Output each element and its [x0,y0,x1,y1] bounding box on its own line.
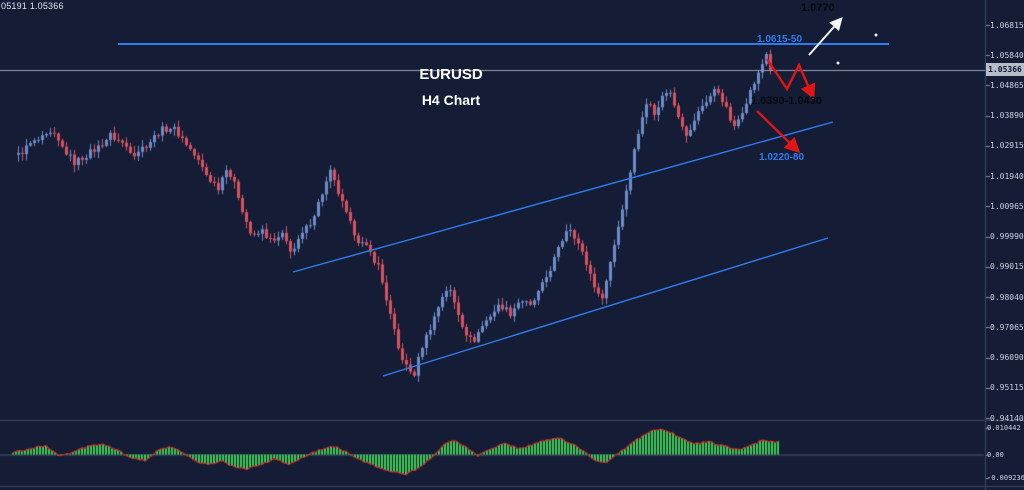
indicator-axis-label: -0.009236 [987,474,1024,482]
target-label[interactable]: 1.0770 [801,2,835,14]
chart-title: EURUSD [419,66,483,83]
price-axis-label: 1.06815 [990,20,1024,30]
zone-label[interactable]: 1.0390-1.0430 [751,95,822,107]
price-axis-label: 1.05840 [990,50,1024,60]
price-axis-label: 1.01940 [990,171,1024,181]
price-axis-label: 1.03890 [990,111,1024,121]
price-axis-label: 0.96090 [990,353,1024,363]
price-axis-label: 0.97065 [990,322,1024,332]
current-price-box: 1.05366 [986,63,1024,77]
symbol-info: 05191 1.05366 [1,1,64,11]
resistance-label[interactable]: 1.0615-50 [757,34,803,45]
chart-title-block: EURUSD H4 Chart [396,66,506,108]
price-marker-dot [874,33,878,37]
price-axis-label: 0.99990 [990,232,1024,242]
pullback-arrow-lower[interactable] [756,110,801,154]
pullback-arrow-upper[interactable] [766,58,816,100]
price-axis-label: 0.95115 [990,383,1024,393]
indicator-axis-label: 0.010442 [987,424,1021,432]
price-axis-label: 1.00965 [990,201,1024,211]
price-axis-label: 0.99015 [990,262,1024,272]
price-axis-label: 0.94140 [990,413,1024,423]
indicator-axis-label: 0.00 [987,450,1004,459]
price-axis-label: 1.02915 [990,141,1024,151]
lower-trendline[interactable] [382,237,829,377]
price-axis-label: 0.98040 [990,292,1024,302]
target-arrow[interactable] [808,17,843,56]
support-label[interactable]: 1.0220-80 [759,152,805,163]
chart-subtitle: H4 Chart [421,92,481,108]
upper-trendline[interactable] [292,121,834,273]
price-marker-dot [836,61,840,65]
price-axis-label: 1.04865 [990,80,1024,90]
